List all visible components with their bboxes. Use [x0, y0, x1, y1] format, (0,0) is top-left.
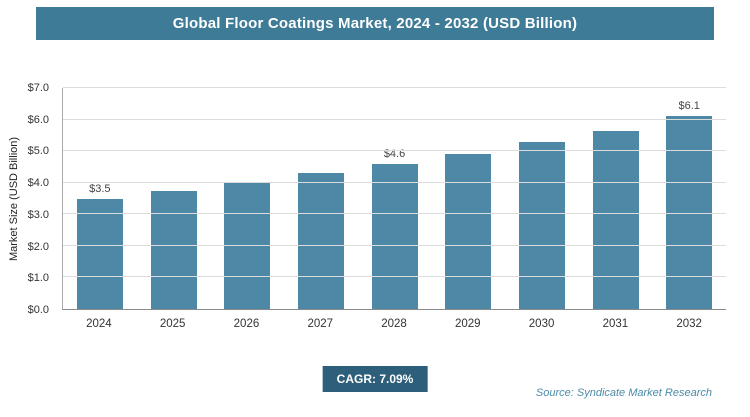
bar-column-2030: [505, 88, 579, 309]
y-tick-label: $2.0: [27, 240, 49, 253]
bar-column-2028: $4.6: [358, 88, 432, 309]
y-axis-tick-labels: $0.0 $1.0 $2.0 $3.0 $4.0 $5.0 $6.0 $7.0: [0, 82, 56, 316]
x-tick-label-2030: 2030: [528, 318, 555, 330]
bar-2028: [371, 163, 418, 309]
gridline: [63, 181, 726, 183]
bar-column-2025: [137, 88, 211, 309]
y-tick-label: $4.0: [27, 177, 49, 190]
gridline: [63, 150, 726, 152]
gridline: [63, 118, 726, 120]
x-axis-tick-labels: 2024 2025 2026 2027 2028 2029 2030 2031 2032: [62, 311, 726, 330]
bar-2026: [224, 182, 271, 309]
y-tick-label: $3.0: [27, 208, 49, 221]
bar-2025: [150, 190, 197, 309]
x-tick-label-2028: 2028: [381, 318, 407, 330]
x-tick-label-2032: 2032: [676, 318, 702, 330]
gridline: [63, 213, 726, 215]
x-tick-label-2024: 2024: [86, 318, 112, 330]
y-tick-label: $6.0: [27, 113, 49, 126]
y-tick-label: $0.0: [27, 304, 49, 316]
cagr-badge: CAGR: 7.09%: [322, 366, 428, 392]
x-tick-label-2027: 2027: [307, 318, 334, 330]
x-tick-label-2031: 2031: [602, 318, 629, 330]
bar-2029: [445, 154, 492, 309]
y-tick-label: $5.0: [27, 145, 49, 158]
bar-value-label: $3.5: [89, 182, 111, 195]
y-tick-label: $1.0: [27, 272, 49, 285]
bar-column-2031: [579, 88, 653, 309]
gridline: [63, 87, 726, 88]
x-tick-label-2029: 2029: [455, 318, 481, 330]
bar-2031: [592, 130, 639, 309]
gridline: [63, 244, 726, 246]
bar-column-2024: $3.5: [63, 88, 137, 309]
source-text: Source: Syndicate Market Research: [535, 387, 712, 399]
y-tick-label: $7.0: [27, 82, 49, 94]
x-tick-label-2026: 2026: [233, 318, 260, 330]
bar-column-2027: [284, 88, 358, 309]
bar-2030: [518, 141, 565, 309]
bar-column-2026: [210, 88, 284, 309]
bar-value-label: $6.1: [678, 100, 700, 113]
chart-title: Global Floor Coatings Market, 2024 - 203…: [172, 15, 578, 32]
gridline: [63, 276, 726, 278]
plot-area: $3.5 $4.6 $6.1: [62, 87, 726, 310]
bar-2027: [297, 173, 344, 309]
x-tick-label-2025: 2025: [159, 318, 186, 330]
bar-series: $3.5 $4.6 $6.1: [63, 88, 726, 309]
chart-title-bar: Global Floor Coatings Market, 2024 - 203…: [36, 7, 714, 40]
bar-2024: [76, 198, 123, 309]
bar-column-2029: [431, 88, 505, 309]
